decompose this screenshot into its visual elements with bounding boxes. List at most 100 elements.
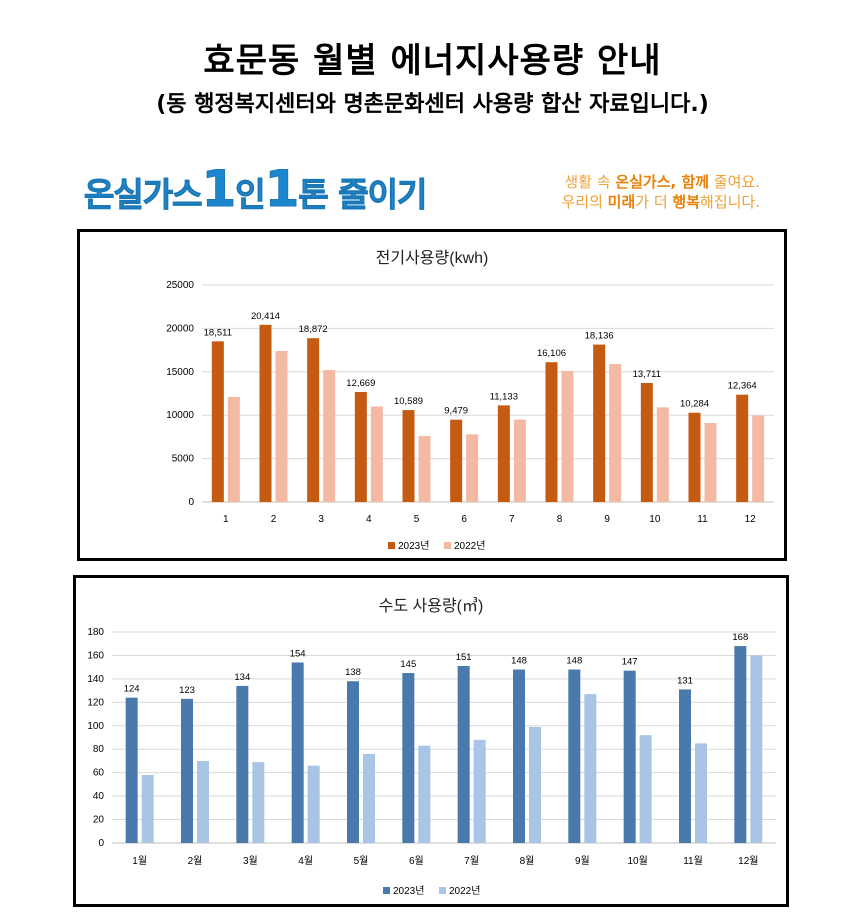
bar-2022 [197,760,209,843]
x-tick-label: 2 [271,514,277,525]
legend-label: 2022년 [449,885,480,897]
bar-2022 [363,753,375,843]
bar-2023 [211,341,224,502]
legend-swatch [439,887,446,894]
bar-2023 [623,670,636,843]
bar-2022 [370,406,383,502]
y-tick-label: 5000 [172,454,195,465]
x-tick-label: 10월 [628,855,648,867]
x-tick-label: 5월 [354,855,369,867]
legend-swatch [388,542,395,549]
bar-2023 [736,394,749,502]
data-label: 12,669 [346,378,375,389]
legend-swatch [383,887,390,894]
x-tick-label: 12 [745,514,757,525]
bar-2023 [457,665,470,843]
x-tick-label: 4 [366,514,372,525]
y-tick-label: 140 [87,674,104,685]
bar-2023 [450,419,463,502]
bar-2023 [181,698,193,843]
page-subtitle: (동 행정복지센터와 명촌문화센터 사용량 합산 자료입니다.) [156,92,709,117]
data-label: 16,106 [537,348,566,359]
bar-2022 [752,415,765,502]
data-label: 151 [456,652,472,663]
y-tick-label: 40 [93,791,105,802]
legend-label: 2023년 [393,885,424,897]
x-tick-label: 1 [223,514,229,525]
legend-label: 2022년 [454,540,485,552]
y-tick-label: 60 [93,768,105,779]
y-tick-label: 25000 [166,280,194,291]
bar-2022 [473,739,486,843]
y-tick-label: 100 [87,721,104,732]
bar-2023 [513,669,525,843]
data-label: 147 [622,657,638,668]
electricity-chart: 전기사용량(kwh) 0 5000 10000 15000 20000 25000 18,51… [166,249,774,552]
x-tick-label: 6 [461,514,467,525]
bar-2022 [561,370,574,502]
data-label: 18,872 [299,324,328,335]
data-label: 10,284 [680,399,709,410]
y-tick-label: 0 [188,497,194,508]
legend-label: 2023년 [398,540,429,552]
bar-2023 [640,382,653,502]
data-label: 12,364 [728,381,757,392]
y-tick-label: 20000 [166,323,194,334]
x-tick-label: 10 [649,514,661,525]
y-tick-label: 10000 [166,410,194,421]
x-tick-label: 11월 [683,855,703,867]
bar-2022 [584,694,597,843]
y-tick-label: 120 [87,697,104,708]
data-label: 148 [511,656,527,667]
legend-swatch [444,542,451,549]
bar-2023 [125,697,138,843]
bar-2023 [354,392,367,502]
bar-2023 [402,673,415,843]
bar-2022 [609,363,622,502]
x-tick-label: 3월 [243,855,258,867]
page-title: 효문동 월별 에너지사용량 안내 [203,41,662,81]
bar-2023 [402,410,415,502]
x-tick-label: 9월 [575,855,590,867]
data-label: 145 [400,659,416,670]
bar-2023 [291,662,304,843]
bar-2022 [639,735,652,843]
campaign-tagline: 생활 속 온실가스, 함께 줄여요. 우리의 미래가 더 행복해집니다. [560,172,761,212]
chart-title: 전기사용량(kwh) [376,249,489,267]
bar-2022 [704,423,717,502]
bar-2022 [252,762,265,843]
tagline-line-1: 생활 속 온실가스, 함께 줄여요. [564,173,760,191]
bar-2023 [259,324,272,502]
data-label: 124 [124,684,140,695]
bar-2023 [568,669,581,843]
x-tick-label: 9 [604,514,610,525]
bar-2023 [347,681,359,843]
bar-2022 [513,419,526,502]
data-label: 123 [179,685,195,696]
x-tick-label: 8월 [520,855,535,867]
x-tick-label: 5 [414,514,420,525]
bar-2022 [275,350,288,502]
bar-2022 [695,743,707,843]
y-tick-label: 0 [98,838,104,849]
data-label: 18,136 [585,331,614,342]
y-tick-label: 15000 [166,367,194,378]
tagline-line-2: 우리의 미래가 더 행복해집니다. [561,193,761,211]
x-tick-label: 4월 [298,855,313,867]
bar-2023 [593,344,606,502]
y-tick-label: 180 [87,627,104,638]
bar-2023 [307,338,320,502]
bar-2022 [750,655,763,843]
bar-2023 [497,405,510,502]
bar-2023 [679,689,691,843]
bar-2023 [688,412,701,502]
bar-2022 [466,434,479,502]
data-label: 134 [234,672,250,683]
data-label: 20,414 [251,311,280,322]
bar-2022 [529,726,541,843]
data-label: 154 [290,648,306,659]
bar-2022 [227,396,240,502]
campaign-slogan: 온실가스1인1톤 줄이기 [83,160,427,219]
x-tick-label: 2월 [188,855,203,867]
y-tick-label: 160 [87,650,104,661]
